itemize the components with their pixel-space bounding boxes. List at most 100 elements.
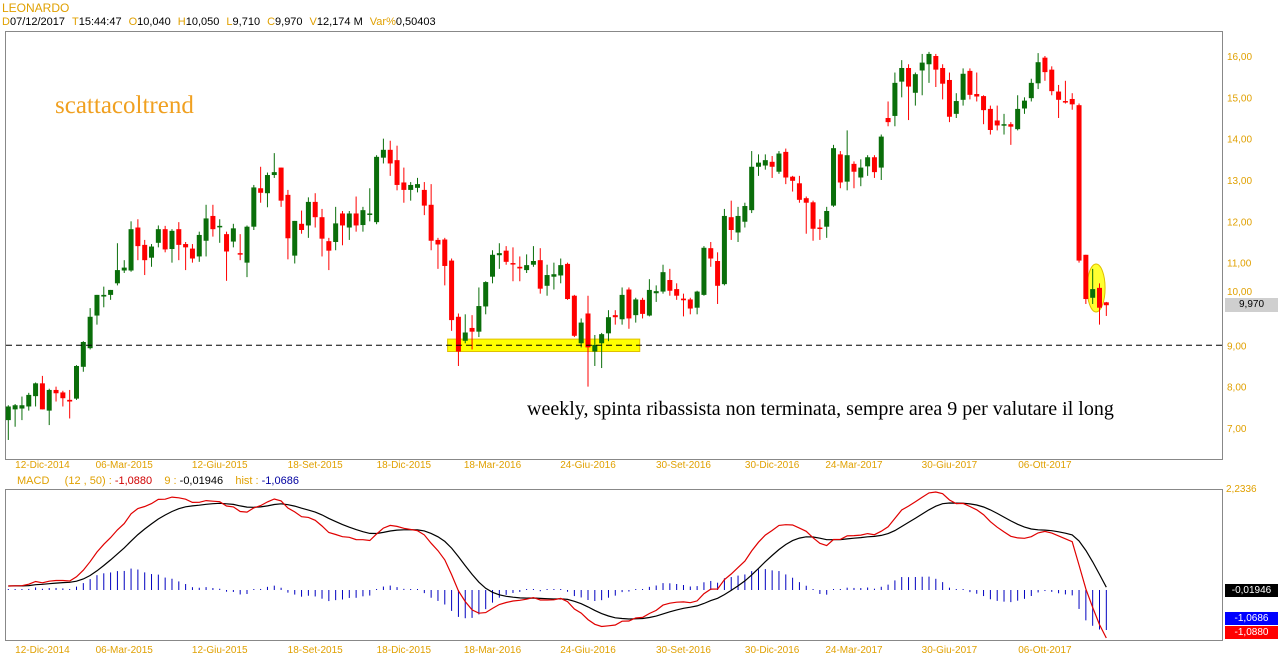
candle bbox=[946, 72, 952, 123]
quote-field-value: 9,970 bbox=[275, 16, 303, 28]
candle-body bbox=[1028, 82, 1034, 99]
candle bbox=[1069, 93, 1075, 110]
candle bbox=[251, 184, 257, 230]
candle bbox=[490, 250, 496, 284]
candle-body bbox=[906, 67, 912, 87]
date-axis-label: 30-Set-2016 bbox=[656, 460, 711, 471]
candle-body bbox=[735, 215, 741, 233]
candle-body bbox=[169, 230, 175, 250]
candle-body bbox=[994, 120, 1000, 126]
candle-body bbox=[933, 56, 939, 70]
candle bbox=[435, 237, 441, 269]
candle bbox=[960, 68, 966, 106]
candle-body bbox=[646, 289, 652, 316]
candle bbox=[483, 281, 489, 315]
candle bbox=[1015, 95, 1021, 131]
quote-field-value: 15:44:47 bbox=[78, 16, 122, 28]
candle-body bbox=[783, 151, 789, 178]
candle-body bbox=[60, 392, 66, 399]
candle-body bbox=[278, 167, 284, 201]
candle-body bbox=[114, 270, 120, 284]
price-axis-label: 16,00 bbox=[1227, 52, 1252, 63]
quote-field-key: V bbox=[309, 16, 317, 28]
macd-layer bbox=[7, 491, 1107, 639]
candle bbox=[640, 297, 646, 319]
candle-body bbox=[421, 189, 427, 206]
date-axis-label: 18-Mar-2016 bbox=[464, 460, 522, 471]
candle bbox=[1083, 254, 1089, 304]
candle-body bbox=[626, 289, 632, 319]
candle bbox=[974, 72, 980, 102]
macd-value: -1,0880 bbox=[114, 475, 153, 487]
candle-body bbox=[299, 223, 305, 230]
candle bbox=[728, 200, 734, 240]
candle-body bbox=[558, 265, 564, 276]
candle-body bbox=[892, 82, 898, 116]
candle-body bbox=[346, 213, 352, 228]
candle bbox=[605, 310, 611, 342]
candle-body bbox=[537, 260, 543, 289]
candle-body bbox=[1062, 101, 1068, 103]
candle bbox=[12, 403, 18, 427]
candle-body bbox=[333, 223, 339, 242]
candle bbox=[87, 308, 93, 350]
candle-body bbox=[844, 155, 850, 182]
candle bbox=[230, 223, 236, 248]
candle-body bbox=[1001, 124, 1007, 126]
candle bbox=[687, 297, 693, 315]
candle-body bbox=[708, 248, 714, 259]
candle bbox=[831, 144, 837, 207]
candle-body bbox=[360, 210, 366, 226]
quote-field-value: 10,050 bbox=[185, 16, 220, 28]
candle-body bbox=[339, 213, 345, 226]
candle-body bbox=[612, 315, 618, 318]
candle bbox=[285, 189, 291, 260]
candle bbox=[544, 264, 550, 296]
candle bbox=[994, 105, 1000, 131]
date-axis-label: 18-Dic-2015 bbox=[377, 645, 432, 656]
price-axis-label: 11,00 bbox=[1227, 259, 1252, 270]
candle bbox=[305, 197, 311, 238]
candle bbox=[94, 294, 100, 325]
candle-body bbox=[899, 67, 905, 82]
candle-body bbox=[824, 210, 830, 227]
candle-body bbox=[12, 405, 18, 410]
candle-body bbox=[544, 275, 550, 286]
candle-body bbox=[742, 206, 748, 222]
date-axis-label: 06-Mar-2015 bbox=[96, 460, 154, 471]
candle bbox=[1028, 78, 1034, 102]
candle bbox=[80, 341, 86, 372]
candle-body bbox=[39, 383, 45, 410]
candle bbox=[1049, 66, 1055, 96]
candle-body bbox=[1069, 98, 1075, 105]
candle bbox=[646, 279, 652, 317]
candle-body bbox=[1008, 124, 1014, 127]
macd-legend: MACD (12 , 50) : -1,0880 9 : -0,01946 hi… bbox=[17, 475, 299, 487]
candle bbox=[278, 167, 284, 207]
candle bbox=[367, 188, 373, 222]
quote-field-value: 10,040 bbox=[137, 16, 171, 28]
candle-body bbox=[967, 70, 973, 95]
candle-body bbox=[1049, 69, 1055, 92]
candle-body bbox=[776, 153, 782, 172]
candle-body bbox=[687, 299, 693, 309]
quote-field-key: C bbox=[267, 16, 276, 28]
date-axis-label: 24-Mar-2017 bbox=[825, 460, 883, 471]
candle-body bbox=[87, 316, 93, 349]
candle-body bbox=[258, 188, 264, 193]
quote-field-value: 12,174 M bbox=[316, 16, 363, 28]
candle-body bbox=[5, 406, 11, 421]
candle-body bbox=[237, 253, 243, 255]
candle bbox=[565, 262, 571, 300]
candle bbox=[46, 388, 52, 426]
candle-body bbox=[1015, 108, 1021, 130]
candle-body bbox=[415, 184, 420, 188]
candle bbox=[387, 140, 393, 176]
candle-body bbox=[585, 313, 591, 348]
candle bbox=[1035, 53, 1041, 90]
candle bbox=[776, 151, 782, 174]
candle-body bbox=[142, 244, 148, 261]
candle bbox=[455, 313, 461, 366]
price-axis-label: 10,00 bbox=[1227, 287, 1252, 298]
